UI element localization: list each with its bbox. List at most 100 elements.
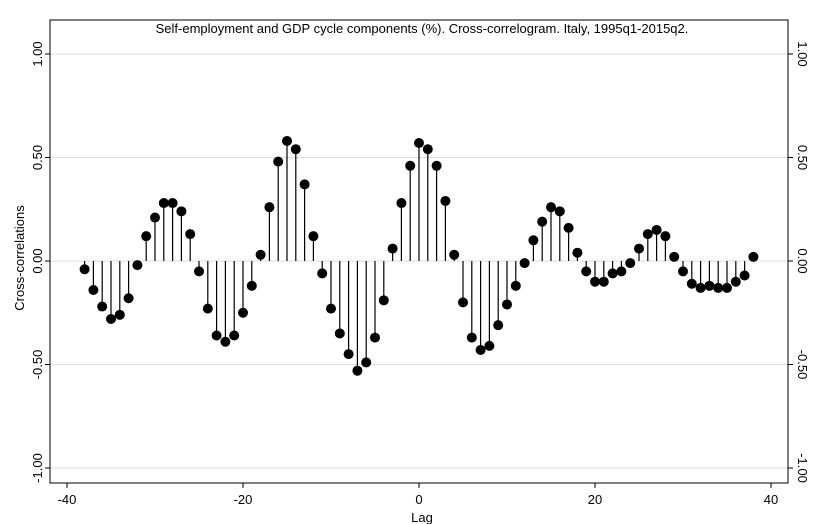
data-point (651, 224, 662, 235)
data-point (97, 301, 108, 312)
data-point (546, 202, 556, 213)
data-point (194, 266, 204, 277)
data-point (484, 340, 495, 351)
data-point (176, 206, 187, 217)
data-point (730, 276, 741, 287)
data-point (739, 270, 750, 281)
data-point (299, 179, 310, 190)
data-point (326, 303, 336, 314)
data-point (290, 144, 301, 155)
data-point (458, 297, 468, 308)
data-point (502, 299, 512, 310)
data-point (510, 280, 521, 291)
data-point (158, 198, 169, 209)
data-point (422, 144, 433, 155)
data-point (414, 138, 424, 149)
data-point (246, 280, 257, 291)
data-point (625, 258, 636, 269)
data-point (141, 231, 152, 242)
y-tick-label: 1.00 (30, 41, 45, 66)
data-point (528, 235, 539, 246)
data-point (343, 349, 354, 360)
y-tick-label: 0.50 (30, 145, 45, 170)
y-tick-label-right: -1.00 (795, 453, 810, 483)
data-point (308, 231, 319, 242)
data-point (581, 266, 592, 277)
y-axis-ticks-left: -1.00 -0.50 0.00 0.50 1.00 (30, 41, 50, 483)
data-point (396, 198, 407, 209)
data-point (387, 243, 398, 254)
data-point (123, 293, 134, 304)
data-point (686, 278, 697, 289)
y-axis-label: Cross-correlations (12, 205, 27, 311)
data-point (220, 336, 231, 347)
points-group (79, 135, 759, 376)
data-point (132, 260, 143, 271)
data-point (431, 160, 442, 171)
data-point (449, 249, 460, 260)
data-point (273, 156, 284, 167)
x-tick-label: 0 (415, 492, 422, 507)
data-point (695, 282, 706, 293)
y-tick-label: -1.00 (30, 453, 45, 483)
data-point (185, 229, 196, 240)
data-point (361, 357, 372, 368)
y-tick-label: 0.00 (30, 248, 45, 273)
x-tick-label: 40 (764, 492, 778, 507)
data-point (493, 320, 504, 331)
data-point (88, 284, 99, 295)
x-axis-label: Lag (411, 510, 433, 524)
x-tick-label: 20 (588, 492, 602, 507)
x-tick-label: -40 (58, 492, 77, 507)
data-point (466, 332, 477, 343)
data-point (572, 247, 583, 258)
y-tick-label-right: 1.00 (795, 41, 810, 66)
y-axis-ticks-right: -1.00 -0.50 0.00 0.50 1.00 (788, 41, 810, 483)
y-tick-label-right: 0.00 (795, 248, 810, 273)
data-point (563, 222, 574, 233)
data-point (607, 268, 618, 279)
x-tick-label: -20 (234, 492, 253, 507)
data-point (317, 268, 328, 279)
data-point (150, 212, 160, 223)
data-point (722, 282, 732, 293)
data-point (202, 303, 213, 314)
data-point (616, 266, 627, 277)
data-point (475, 345, 486, 356)
data-point (255, 249, 266, 260)
y-tick-label-right: -0.50 (795, 350, 810, 380)
data-point (704, 280, 715, 291)
data-point (352, 365, 363, 376)
data-point (370, 332, 380, 343)
data-point (678, 266, 688, 277)
data-point (713, 282, 724, 293)
data-point (378, 295, 389, 306)
data-point (519, 258, 530, 269)
data-point (282, 135, 292, 146)
y-tick-label-right: 0.50 (795, 145, 810, 170)
chart-title: Self-employment and GDP cycle components… (156, 21, 689, 36)
data-point (264, 202, 275, 213)
data-point (537, 216, 548, 227)
data-point (642, 229, 653, 240)
data-point (554, 206, 565, 217)
x-axis-ticks: -40 -20 0 20 40 (58, 483, 778, 507)
data-point (669, 251, 680, 262)
data-point (405, 160, 416, 171)
data-point (229, 330, 240, 341)
data-point (79, 264, 90, 275)
data-point (598, 276, 609, 287)
data-point (114, 309, 125, 320)
data-point (167, 198, 178, 209)
data-point (748, 251, 759, 262)
stems-group (83, 140, 755, 371)
data-point (211, 330, 222, 341)
data-point (238, 307, 248, 318)
data-point (334, 328, 345, 339)
data-point (634, 243, 644, 254)
data-point (440, 195, 451, 206)
y-tick-label: -0.50 (30, 350, 45, 380)
data-point (590, 276, 600, 287)
data-point (660, 231, 671, 242)
